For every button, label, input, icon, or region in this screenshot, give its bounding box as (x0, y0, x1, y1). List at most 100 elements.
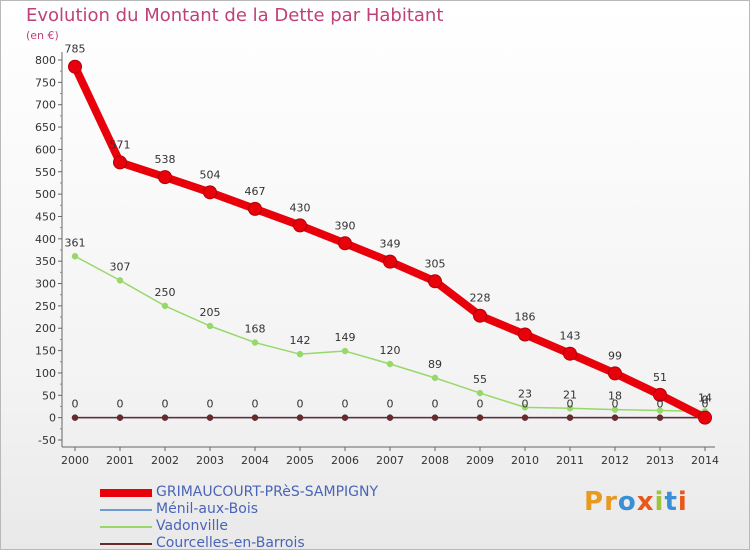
brand-letter: i (677, 487, 688, 517)
x-tick-label: 2000 (61, 454, 89, 467)
data-label: 99 (608, 349, 622, 362)
data-point (161, 302, 169, 310)
data-point (341, 347, 349, 355)
data-label: 250 (155, 286, 176, 299)
data-label: 390 (335, 219, 356, 232)
axes: -500501001502002503003504004505005506006… (35, 52, 719, 467)
y-tick-label: 450 (35, 210, 56, 223)
y-tick-label: 500 (35, 188, 56, 201)
data-label: 0 (702, 398, 709, 411)
x-tick-label: 2013 (646, 454, 674, 467)
x-tick-label: 2010 (511, 454, 539, 467)
x-tick-label: 2004 (241, 454, 269, 467)
legend-label: Vadonville (156, 518, 228, 534)
data-point (71, 253, 79, 260)
data-label: 0 (252, 398, 259, 411)
brand-letter: P (584, 487, 605, 517)
data-label: 785 (65, 43, 86, 56)
data-point (518, 327, 532, 342)
data-label: 89 (428, 358, 442, 371)
y-tick-label: 400 (35, 233, 56, 246)
data-point (656, 407, 664, 414)
data-label: 504 (200, 168, 221, 181)
y-tick-label: 50 (42, 389, 56, 402)
data-label: 120 (380, 344, 401, 357)
y-tick-label: 100 (35, 367, 56, 380)
data-label: 571 (110, 138, 131, 151)
data-point (521, 414, 529, 421)
series-2 (71, 253, 709, 415)
brand-letter: x (636, 487, 655, 517)
data-point (611, 414, 619, 421)
y-tick-label: 800 (35, 54, 56, 67)
unit-label: (en €) (26, 29, 59, 42)
data-point (296, 414, 304, 421)
x-tick-label: 2003 (196, 454, 224, 467)
data-point (71, 414, 79, 421)
data-point (656, 414, 664, 421)
series-0 (68, 59, 712, 425)
data-label: 0 (207, 398, 214, 411)
data-point (248, 201, 262, 216)
data-point (338, 236, 352, 251)
brand-letter: i (654, 487, 665, 517)
data-label: 0 (702, 394, 709, 407)
data-point (296, 350, 304, 358)
data-point (116, 414, 124, 421)
data-label: 0 (72, 398, 79, 411)
data-label: 0 (387, 398, 394, 411)
data-label: 307 (110, 260, 131, 273)
data-point (608, 366, 622, 381)
series-layer (68, 59, 712, 425)
data-point (383, 254, 397, 269)
data-point (698, 410, 712, 425)
legend-label: Courcelles-en-Barrois (156, 535, 305, 551)
legend-swatch (100, 509, 152, 511)
data-label: 142 (290, 334, 311, 347)
x-tick-label: 2001 (106, 454, 134, 467)
data-label: 0 (342, 398, 349, 411)
data-point (341, 414, 349, 421)
brand-letter: r (604, 487, 618, 517)
y-tick-label: 350 (35, 255, 56, 268)
series-line (74, 255, 706, 413)
x-tick-label: 2006 (331, 454, 359, 467)
data-point (476, 389, 484, 397)
legend-swatch (100, 526, 152, 528)
data-label: 0 (657, 398, 664, 411)
data-point (566, 414, 574, 421)
y-tick-label: 200 (35, 322, 56, 335)
x-tick-label: 2002 (151, 454, 179, 467)
brand-letter: o (617, 487, 637, 517)
data-label: 0 (297, 398, 304, 411)
data-label: 18 (608, 390, 622, 403)
data-label: 0 (432, 398, 439, 411)
data-point (473, 308, 487, 323)
data-label: 149 (335, 331, 356, 344)
data-label: 143 (560, 330, 581, 343)
y-tick-label: -50 (38, 434, 56, 447)
data-point (653, 387, 667, 402)
data-point (431, 374, 439, 382)
data-label: 0 (162, 398, 169, 411)
data-point (161, 414, 169, 421)
data-label: 21 (563, 388, 577, 401)
data-point (251, 414, 259, 421)
data-point (566, 405, 574, 412)
y-tick-label: 550 (35, 166, 56, 179)
data-point (68, 59, 82, 74)
chart-title: Evolution du Montant de la Dette par Hab… (26, 5, 444, 26)
data-label: 430 (290, 201, 311, 214)
y-tick-label: 300 (35, 278, 56, 291)
data-label: 305 (425, 257, 446, 270)
brand-letter: t (664, 487, 678, 517)
x-tick-label: 2014 (691, 454, 719, 467)
data-label: 14 (698, 391, 712, 404)
data-point (293, 218, 307, 233)
data-label: 467 (245, 185, 266, 198)
data-label: 0 (117, 398, 124, 411)
x-tick-label: 2007 (376, 454, 404, 467)
data-point (158, 170, 172, 185)
data-label: 168 (245, 323, 266, 336)
brand-logo: Proxiti (584, 487, 688, 517)
